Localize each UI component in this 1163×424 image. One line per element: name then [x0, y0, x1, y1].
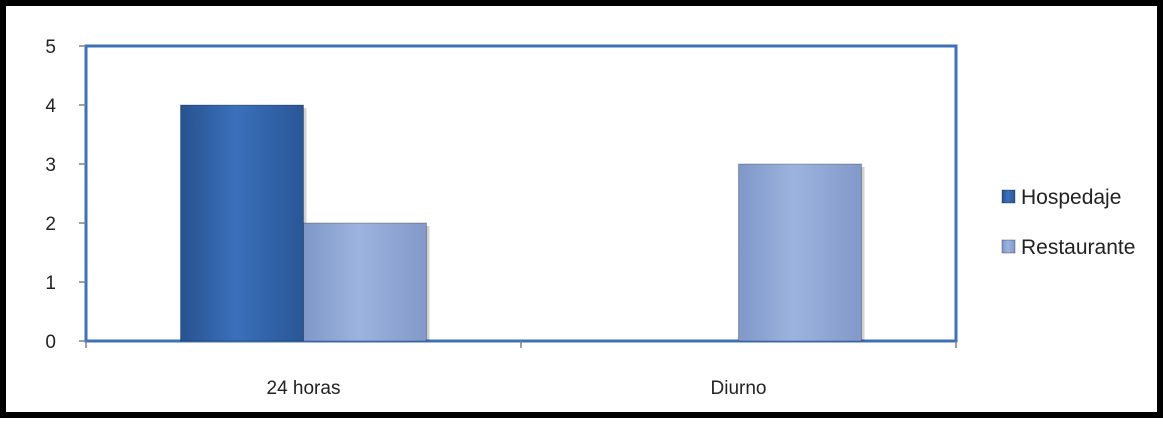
legend-item-hospedaje: Hospedaje [1001, 186, 1121, 209]
bar-restaurante-0 [303, 222, 430, 342]
x-tick-label: Diurno [711, 378, 767, 399]
y-tick-label: 3 [45, 155, 56, 176]
y-tick-label: 4 [45, 96, 56, 117]
bar [303, 222, 427, 342]
bar-restaurante-1 [738, 163, 865, 342]
legend-label: Restaurante [1021, 236, 1135, 259]
bar [738, 163, 862, 342]
y-tick-label: 2 [45, 214, 56, 235]
y-tick-label: 1 [45, 273, 56, 294]
legend-swatch [1001, 239, 1016, 254]
legend-item-restaurante: Restaurante [1001, 236, 1135, 259]
x-tick-label: 24 horas [267, 378, 341, 399]
y-tick-label: 0 [45, 332, 56, 353]
bar [180, 104, 304, 342]
bar-chart: 0 1 2 3 4 5 24 horas Diurno Hospedaje Restaurant… [45, 37, 1135, 399]
y-tick-label: 5 [45, 37, 56, 58]
bar-hospedaje-0 [180, 104, 307, 342]
legend-label: Hospedaje [1021, 186, 1121, 209]
legend-swatch [1001, 189, 1016, 204]
